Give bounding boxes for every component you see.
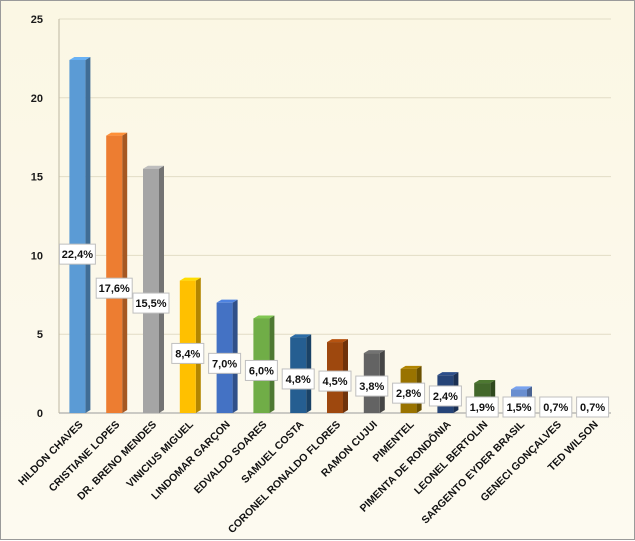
bar-top	[363, 350, 385, 354]
bar-top	[290, 334, 312, 338]
category-label: SAMUEL COSTA	[239, 418, 306, 485]
data-label-box	[171, 342, 205, 364]
data-label: 15,5%	[135, 298, 166, 310]
data-label-box	[132, 292, 170, 314]
data-label-box	[244, 359, 278, 381]
bar	[143, 168, 159, 413]
bar-top	[179, 277, 201, 281]
y-tick-label: 10	[31, 250, 43, 262]
data-label-box	[318, 370, 352, 392]
data-label-box	[502, 396, 536, 418]
data-label: 3,8%	[359, 381, 384, 393]
bar-side	[159, 165, 164, 413]
bar-side	[85, 56, 91, 413]
bar	[106, 135, 123, 413]
bar	[69, 59, 86, 413]
data-label: 17,6%	[99, 283, 130, 295]
y-tick-label: 15	[31, 172, 43, 184]
y-tick-label: 25	[31, 14, 43, 26]
bar-top	[106, 132, 128, 136]
y-tick-label: 0	[37, 408, 43, 420]
data-label: 0,7%	[543, 402, 568, 414]
data-label: 8,4%	[175, 348, 200, 360]
category-label: HILDON CHAVES	[16, 419, 85, 488]
data-label: 1,9%	[470, 402, 495, 414]
data-label-box	[355, 375, 389, 397]
category-label: CRISTIANE LOPES	[47, 419, 123, 495]
y-tick-label: 5	[37, 329, 43, 341]
data-label: 7,0%	[212, 358, 237, 370]
data-label: 1,5%	[506, 402, 531, 414]
data-label: 4,8%	[286, 374, 311, 386]
data-label-box	[539, 396, 573, 418]
data-label-box	[208, 352, 242, 374]
data-label-box	[58, 243, 96, 265]
bar-top	[474, 380, 496, 384]
data-label: 0,7%	[580, 402, 605, 414]
data-label-box	[392, 382, 426, 404]
data-label-box	[95, 277, 133, 299]
category-label: VINICIUS MIGUEL	[124, 418, 196, 490]
data-label: 6,0%	[249, 365, 274, 377]
bar-top	[253, 315, 275, 319]
bar-top	[511, 386, 532, 390]
bar-top	[143, 165, 164, 169]
data-label-box	[281, 368, 315, 390]
bar-top	[327, 339, 348, 343]
data-label-box	[576, 396, 610, 418]
data-label: 4,5%	[322, 376, 347, 388]
bar-side	[122, 132, 128, 413]
data-label: 22,4%	[62, 249, 93, 261]
data-label: 2,4%	[433, 391, 458, 403]
bar-top	[216, 299, 238, 303]
data-label-box	[428, 385, 462, 407]
data-label-box	[465, 396, 499, 418]
bar-top	[437, 372, 459, 376]
data-label: 2,8%	[396, 388, 421, 400]
bar-top	[69, 56, 91, 60]
y-tick-label: 20	[31, 93, 43, 105]
bar-top	[400, 365, 422, 369]
